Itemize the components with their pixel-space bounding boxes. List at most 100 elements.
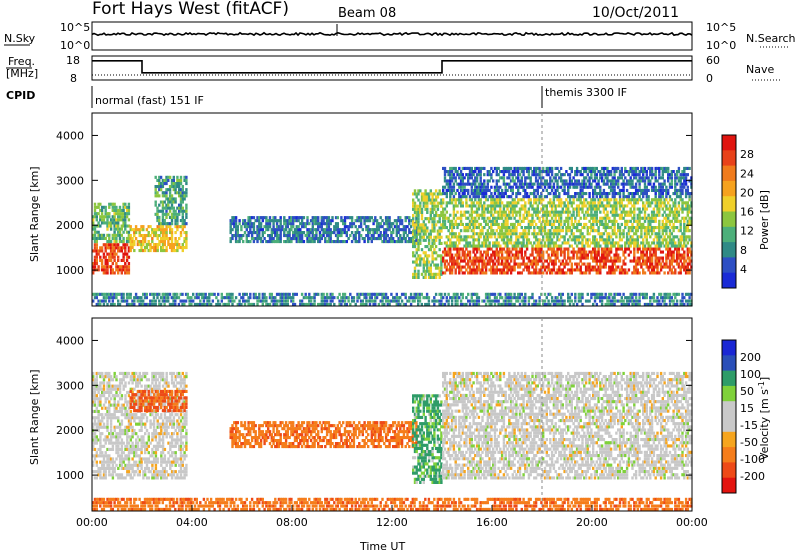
scatter-cell — [611, 268, 614, 272]
scatter-cell — [290, 237, 293, 241]
scatter-cell — [265, 222, 268, 226]
scatter-cell — [674, 247, 677, 251]
scatter-cell — [645, 265, 648, 269]
scatter-cell — [279, 240, 282, 244]
scatter-cell — [540, 250, 543, 254]
scatter-cell — [386, 240, 389, 244]
scatter-cell — [577, 268, 581, 272]
scatter-cell — [534, 195, 538, 199]
scatter-cell — [295, 216, 298, 220]
scatter-cell — [581, 210, 584, 214]
scatter-cell — [674, 259, 677, 263]
scatter-cell — [650, 268, 654, 272]
scatter-cell — [675, 250, 679, 254]
scatter-cell — [236, 228, 239, 232]
scatter-cell — [590, 256, 593, 260]
scatter-cell — [99, 249, 102, 253]
scatter-cell — [675, 216, 679, 220]
scatter-cell — [672, 253, 675, 257]
scatter-cell — [463, 185, 466, 189]
scatter-cell — [277, 225, 281, 229]
scatter-cell — [424, 272, 427, 276]
scatter-cell — [124, 227, 127, 231]
scatter-cell — [147, 249, 150, 253]
scatter-cell — [124, 212, 127, 216]
scatter-cell — [420, 192, 424, 196]
scatter-cell — [690, 265, 693, 269]
scatter-cell — [518, 216, 522, 220]
scatter-cell — [499, 204, 502, 208]
scatter-cell — [609, 198, 613, 202]
scatter-cell — [300, 219, 304, 223]
scatter-cell — [252, 228, 256, 232]
scatter-cell — [481, 262, 484, 266]
scatter-cell — [420, 198, 424, 202]
scatter-cell — [424, 275, 427, 279]
scatter-cell — [417, 232, 420, 236]
scatter-cell — [165, 206, 168, 210]
scatter-cell — [424, 189, 427, 193]
scatter-cell — [178, 203, 181, 207]
scatter-cell — [100, 249, 104, 253]
scatter-cell — [317, 219, 320, 223]
scatter-cell — [652, 268, 656, 272]
scatter-cell — [583, 250, 586, 254]
scatter-cell — [470, 198, 473, 202]
scatter-cell — [604, 256, 607, 260]
scatter-cell — [178, 246, 181, 250]
scatter-cell — [286, 231, 289, 235]
scatter-cell — [158, 243, 161, 247]
scatter-cell — [577, 210, 581, 214]
scatter-cell — [620, 265, 623, 269]
scatter-cell — [531, 265, 534, 269]
scatter-cell — [118, 249, 122, 253]
scatter-cell — [649, 204, 652, 208]
scatter-cell — [419, 232, 422, 236]
scatter-cell — [363, 240, 366, 244]
scatter-cell — [229, 225, 232, 229]
scatter-cell — [622, 262, 625, 266]
scatter-cell — [436, 266, 440, 270]
scatter-cell — [426, 263, 429, 267]
scatter-cell — [442, 259, 445, 263]
scatter-cell — [290, 240, 293, 244]
scatter-cell — [140, 240, 143, 244]
scatter-cell — [674, 241, 677, 245]
scatter-cell — [584, 170, 588, 174]
scatter-cell — [615, 204, 618, 208]
scatter-cell — [283, 228, 286, 232]
scatter-cell — [513, 256, 516, 260]
scatter-cell — [415, 192, 418, 196]
scatter-cell — [624, 176, 627, 180]
scatter-cell — [452, 262, 456, 266]
scatter-cell — [456, 247, 459, 251]
scatter-cell — [415, 248, 418, 252]
scatter-cell — [163, 222, 166, 226]
scatter-cell — [654, 216, 657, 220]
scatter-cell — [511, 188, 514, 192]
scatter-cell — [92, 262, 95, 266]
scatter-cell — [492, 262, 495, 266]
scatter-cell — [397, 216, 400, 220]
scatter-cell — [617, 265, 620, 269]
scatter-cell — [379, 216, 382, 220]
scatter-cell — [561, 271, 564, 275]
scatter-cell — [125, 271, 129, 275]
scatter-cell — [127, 230, 131, 234]
scatter-cell — [665, 262, 668, 266]
scatter-cell — [622, 188, 625, 192]
scatter-cell — [176, 182, 179, 186]
scatter-cell — [258, 222, 261, 226]
scatter-cell — [422, 275, 425, 279]
scatter-cell — [163, 249, 166, 253]
scatter-cell — [672, 238, 675, 242]
scatter-cell — [474, 256, 477, 260]
scatter-cell — [174, 185, 177, 189]
scatter-cell — [381, 234, 384, 238]
scatter-cell — [185, 246, 188, 250]
scatter-cell — [447, 262, 450, 266]
scatter-cell — [302, 216, 306, 220]
scatter-cell — [109, 258, 113, 262]
scatter-cell — [606, 166, 609, 170]
scatter-cell — [599, 256, 602, 260]
